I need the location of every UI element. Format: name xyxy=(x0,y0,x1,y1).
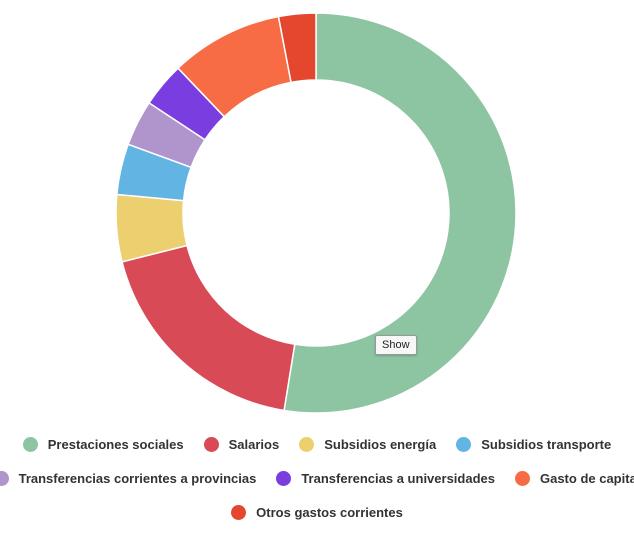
donut-slice-1[interactable] xyxy=(283,12,517,414)
legend-item-3[interactable]: Subsidios energía xyxy=(299,437,436,452)
legend-item-2[interactable]: Salarios xyxy=(203,437,280,452)
legend-label: Subsidios energía xyxy=(324,437,437,452)
legend-dot-icon xyxy=(299,437,315,452)
legend-row-3: Otros gastos corrientes xyxy=(0,505,634,520)
legend-row-1: Prestaciones sociales Salarios Subsidios e… xyxy=(0,437,634,452)
legend-dot-icon xyxy=(203,437,219,452)
legend-label: Gasto de capital xyxy=(539,471,634,486)
legend-dot-icon xyxy=(276,471,292,486)
legend-item-4[interactable]: Subsidios transporte xyxy=(456,437,611,452)
legend-dot-icon xyxy=(22,437,38,452)
legend-dot-icon xyxy=(231,505,247,520)
legend-label: Otros gastos corrientes xyxy=(256,505,403,520)
legend-dot-icon xyxy=(514,471,530,486)
legend-item-5[interactable]: Transferencias corrientes a provincias xyxy=(0,471,256,486)
donut-slice-8[interactable] xyxy=(277,12,317,84)
legend-label: Subsidios transporte xyxy=(481,437,612,452)
legend-item-1[interactable]: Prestaciones sociales xyxy=(22,437,184,452)
legend-label: Transferencias a universidades xyxy=(301,471,495,486)
legend-item-6[interactable]: Transferencias a universidades xyxy=(276,471,495,486)
slice-tooltip: Show xyxy=(375,335,417,355)
legend-dot-icon xyxy=(0,471,9,486)
legend-item-7[interactable]: Gasto de capital xyxy=(514,471,634,486)
legend-label: Salarios xyxy=(228,437,280,452)
legend-dot-icon xyxy=(456,437,472,452)
legend-row-2: Transferencias corrientes a provincias Tr… xyxy=(0,471,634,486)
legend-label: Transferencias corrientes a provincias xyxy=(18,471,257,486)
donut-svg xyxy=(115,12,517,414)
legend-item-8[interactable]: Otros gastos corrientes xyxy=(231,505,403,520)
legend-label: Prestaciones sociales xyxy=(47,437,184,452)
donut-slice-2[interactable] xyxy=(121,244,296,412)
